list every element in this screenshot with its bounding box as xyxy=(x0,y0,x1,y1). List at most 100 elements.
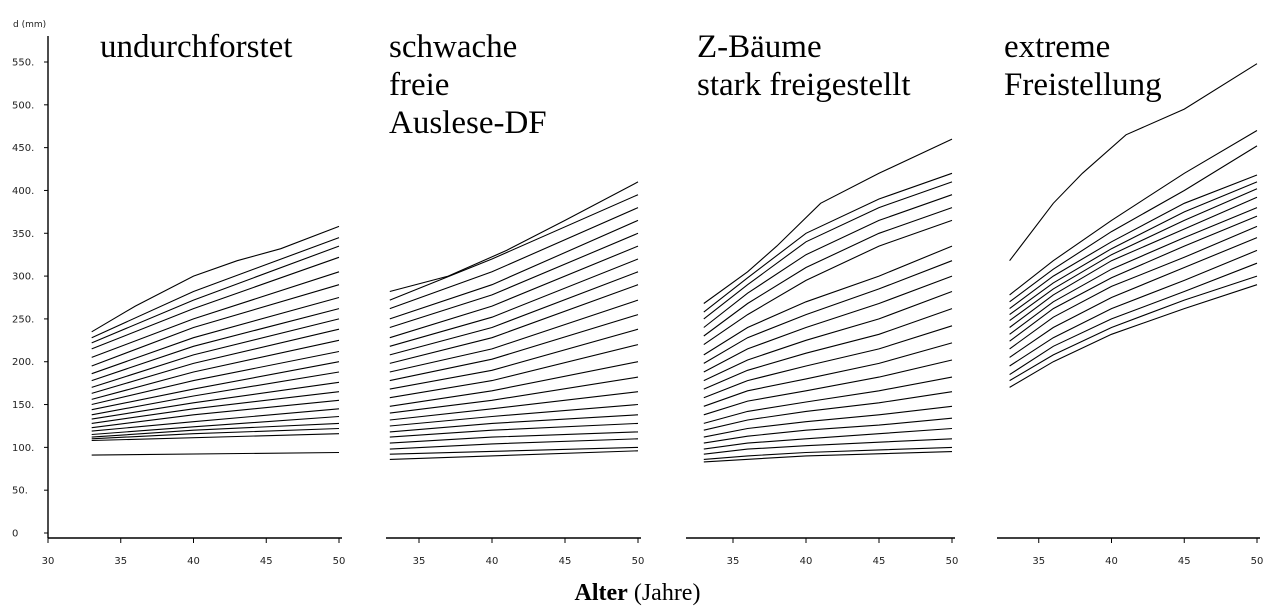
y-tick-label: 450. xyxy=(12,143,34,154)
y-tick-label: 250. xyxy=(12,314,34,325)
growth-curve xyxy=(389,299,639,373)
growth-curve xyxy=(703,438,953,455)
growth-curve xyxy=(91,237,340,339)
x-tick-label: 40 xyxy=(800,556,813,567)
growth-curve xyxy=(91,284,340,367)
growth-curve xyxy=(91,361,340,411)
x-tick-label: 50 xyxy=(946,556,959,567)
growth-curve xyxy=(703,290,953,382)
growth-curve xyxy=(1009,145,1258,303)
series-group xyxy=(703,138,953,463)
x-tick-label: 45 xyxy=(260,556,273,567)
growth-curve xyxy=(91,371,340,416)
x-tick-label: 50 xyxy=(333,556,346,567)
growth-curve xyxy=(389,207,639,310)
growth-curve xyxy=(91,271,340,358)
y-tick-label: 50. xyxy=(12,486,28,497)
growth-curve xyxy=(389,245,639,339)
y-axis-label: d (mm) xyxy=(13,20,46,30)
panel-title-line: freie xyxy=(389,67,449,103)
growth-curve xyxy=(389,258,639,347)
x-tick-label: 45 xyxy=(1178,556,1191,567)
growth-curve xyxy=(703,207,953,337)
growth-curve xyxy=(389,181,639,293)
growth-curve xyxy=(389,403,639,427)
growth-curve xyxy=(91,391,340,424)
x-tick-label: 35 xyxy=(114,556,127,567)
growth-curve xyxy=(389,361,639,407)
x-tick-label: 45 xyxy=(873,556,886,567)
x-tick-label: 45 xyxy=(559,556,572,567)
x-tick-label: 35 xyxy=(727,556,740,567)
panel-title-line: Freistellung xyxy=(1004,67,1162,103)
growth-curve xyxy=(389,438,639,450)
growth-curve xyxy=(389,414,639,433)
growth-curve xyxy=(703,417,953,444)
x-tick-label: 40 xyxy=(1105,556,1118,567)
growth-curve xyxy=(703,181,953,320)
panel-title-line: stark freigestellt xyxy=(697,67,911,103)
y-tick-label: 150. xyxy=(12,400,34,411)
growth-curve xyxy=(703,451,953,463)
growth-curve xyxy=(703,172,953,313)
growth-curve xyxy=(1009,275,1258,382)
growth-curve xyxy=(1009,237,1258,358)
growth-curve xyxy=(389,391,639,421)
growth-curve xyxy=(91,427,340,440)
growth-curve xyxy=(91,408,340,432)
growth-curve xyxy=(91,422,340,438)
x-tick-label: 35 xyxy=(413,556,426,567)
growth-curve xyxy=(91,256,340,350)
growth-curve xyxy=(703,245,953,356)
series-group xyxy=(389,181,639,460)
growth-curve xyxy=(389,271,639,356)
growth-curve xyxy=(703,325,953,399)
y-tick-label: 0 xyxy=(12,529,18,540)
x-tick-label: 40 xyxy=(187,556,200,567)
growth-curve xyxy=(389,376,639,414)
growth-curve xyxy=(389,450,639,460)
growth-curve xyxy=(1009,196,1258,328)
x-axis-label: Alter (Jahre) xyxy=(0,580,1275,607)
growth-curve xyxy=(1009,181,1258,316)
growth-curve xyxy=(1009,262,1258,376)
growth-curve xyxy=(1009,249,1258,367)
y-tick-label: 400. xyxy=(12,186,34,197)
growth-curve xyxy=(91,308,340,382)
growth-curve xyxy=(1009,130,1258,296)
growth-curve xyxy=(703,219,953,346)
growth-curve xyxy=(1009,225,1258,350)
growth-curve xyxy=(703,391,953,431)
growth-curve xyxy=(91,245,340,344)
y-tick-label: 200. xyxy=(12,357,34,368)
growth-curve xyxy=(389,194,639,301)
y-tick-label: 100. xyxy=(12,443,34,454)
growth-curve xyxy=(389,219,639,320)
growth-curve xyxy=(91,318,340,388)
growth-curve xyxy=(389,232,639,329)
growth-curve xyxy=(703,427,953,450)
growth-curve xyxy=(91,451,340,456)
growth-curve xyxy=(703,308,953,390)
growth-curve xyxy=(91,415,340,436)
growth-curve xyxy=(91,225,340,333)
growth-curve xyxy=(1009,174,1258,310)
y-axis: d (mm) 0 50. 100. 150. 200. 250. 300. 350. 400. 4… xyxy=(12,20,49,540)
growth-curve xyxy=(91,433,340,442)
growth-curve xyxy=(1009,215,1258,342)
growth-curve xyxy=(703,405,953,438)
x-tick-label: 50 xyxy=(1251,556,1264,567)
y-tick-label: 500. xyxy=(12,100,34,111)
panel-1: undurchforstet 30 35 40 45 50 xyxy=(42,29,346,567)
growth-curve xyxy=(389,446,639,455)
series-group xyxy=(91,225,340,456)
growth-curve xyxy=(703,342,953,407)
panel-title-line: schwache xyxy=(389,29,517,65)
panel-title-line: Z-Bäume xyxy=(697,29,822,65)
growth-curve xyxy=(1009,207,1258,335)
growth-curve xyxy=(91,381,340,420)
